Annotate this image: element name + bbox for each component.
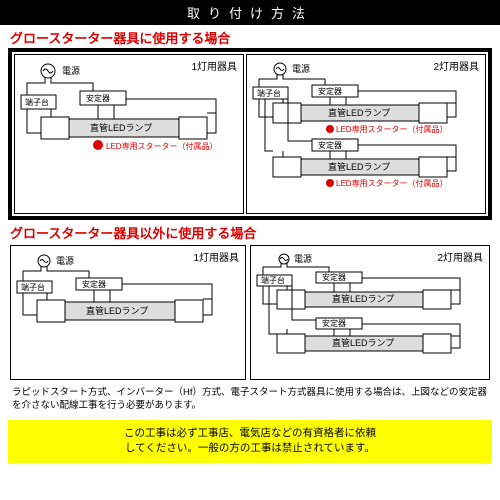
s1-panel-2lamp: 2灯用器具 電源 端子台 安定器 直管LEDランプ LED専用スターター（付属品… (246, 54, 486, 214)
power-label: 電源 (292, 64, 310, 74)
diagram-s1-1lamp: 電源 端子台 安定器 直管LEDランプ LED専用スターター（付属品） (18, 59, 238, 154)
terminal-label: 端子台 (21, 282, 45, 292)
panel-label: 1灯用器具 (193, 249, 239, 264)
panel-label: 2灯用器具 (437, 249, 483, 264)
warning-line1: この工事は必ず工事店、電気店などの有資格者に依頼 (124, 427, 376, 439)
starter-label: LED専用スターター（付属品） (106, 141, 218, 151)
title-bar: 取り付け方法 (0, 0, 500, 25)
ballast-label: 安定器 (318, 140, 342, 150)
ballast-label: 安定器 (322, 272, 346, 282)
section2-frame: 1灯用器具 電源 端子台 安定器 直管LEDランプ 2灯用器具 電源 端子 (8, 243, 492, 382)
terminal-label: 端子台 (257, 88, 281, 98)
power-label: 電源 (294, 254, 312, 264)
ballast-label: 安定器 (82, 279, 106, 289)
ballast-label: 安定器 (86, 93, 110, 103)
ballast-label: 安定器 (322, 318, 346, 328)
s1-panel-1lamp: 1灯用器具 電源 端子台 安定器 直管LEDランプ LED専用ス (14, 54, 244, 214)
starter-dot-icon (93, 140, 103, 150)
s2-panel-2lamp: 2灯用器具 電源 端子台 安定器 直管LEDランプ 安定器 直管L (250, 245, 490, 380)
power-label: 電源 (56, 256, 74, 266)
starter-dot-icon (326, 125, 334, 133)
warning-banner: この工事は必ず工事店、電気店などの有資格者に依頼 してください。一般の方の工事は… (8, 420, 492, 464)
ballast-label: 安定器 (318, 86, 342, 96)
section2-heading: グロースターター器具以外に使用する場合 (0, 220, 500, 243)
starter-dot-icon (326, 179, 334, 187)
section1-heading: グロースターター器具に使用する場合 (0, 25, 500, 48)
diagram-s2-2lamp: 電源 端子台 安定器 直管LEDランプ 安定器 直管LEDランプ (254, 250, 486, 375)
warning-line2: してください。一般の方の工事は禁止されています。 (125, 442, 375, 454)
power-label: 電源 (62, 66, 80, 76)
panel-label: 2灯用器具 (433, 58, 479, 73)
lamp-label: 直管LEDランプ (328, 107, 390, 118)
starter-label: LED専用スターター（付属品） (336, 124, 448, 134)
s2-panel-1lamp: 1灯用器具 電源 端子台 安定器 直管LEDランプ (10, 245, 246, 380)
lamp-label: 直管LEDランプ (332, 293, 394, 304)
starter-label: LED専用スターター（付属品） (336, 178, 448, 188)
note-text: ラピッドスタート方式、インバーター（Hf）方式、電子スタート方式器具に使用する場… (0, 382, 500, 417)
diagram-s1-2lamp: 電源 端子台 安定器 直管LEDランプ LED専用スターター（付属品） 安定器 (250, 59, 482, 209)
terminal-label: 端子台 (261, 275, 285, 285)
lamp-label: 直管LEDランプ (328, 161, 390, 172)
panel-label: 1灯用器具 (191, 58, 237, 73)
lamp-label: 直管LEDランプ (90, 122, 152, 133)
terminal-label: 端子台 (25, 97, 49, 107)
section1-frame: 1灯用器具 電源 端子台 安定器 直管LEDランプ LED専用ス (8, 48, 492, 220)
lamp-label: 直管LEDランプ (332, 337, 394, 348)
lamp-label: 直管LEDランプ (86, 305, 148, 316)
